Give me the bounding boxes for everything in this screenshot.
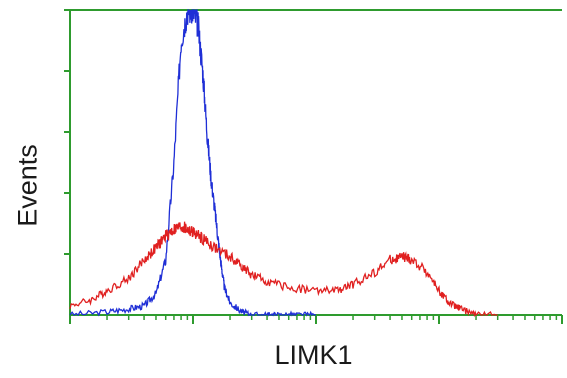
series-line-1 bbox=[69, 9, 316, 317]
series-line-2 bbox=[69, 221, 498, 318]
x-axis-label: LIMK1 bbox=[274, 340, 353, 370]
series-group bbox=[69, 9, 498, 318]
plot-frame bbox=[69, 9, 562, 316]
axis-ticks bbox=[64, 9, 563, 324]
y-axis-label: Events bbox=[12, 144, 43, 227]
